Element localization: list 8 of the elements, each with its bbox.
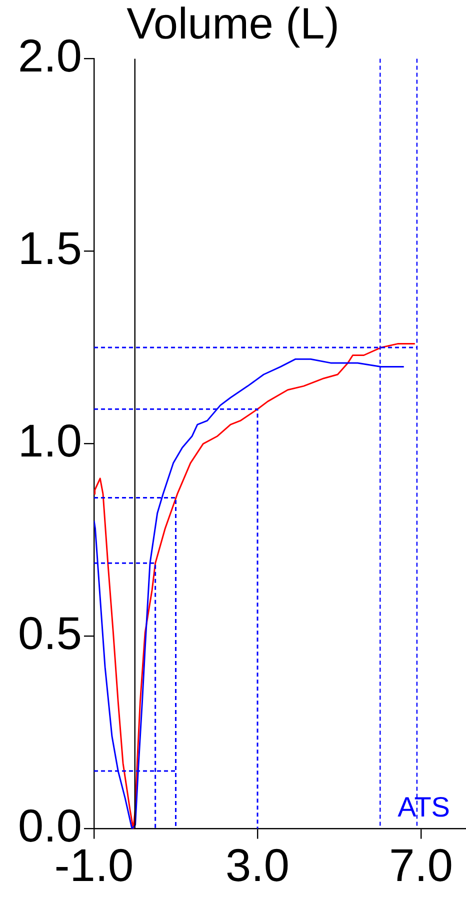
x-tick-label: 7.0 <box>389 839 454 892</box>
y-tick-label: 1.5 <box>18 222 82 274</box>
annotation: ATS <box>398 792 450 823</box>
y-tick-label: 1.0 <box>18 414 82 466</box>
y-tick-label: 2.0 <box>18 29 82 82</box>
y-tick-label: 0.5 <box>18 606 82 659</box>
chart-title: Volume (L) <box>126 0 340 49</box>
x-tick-label: 3.0 <box>226 839 290 892</box>
